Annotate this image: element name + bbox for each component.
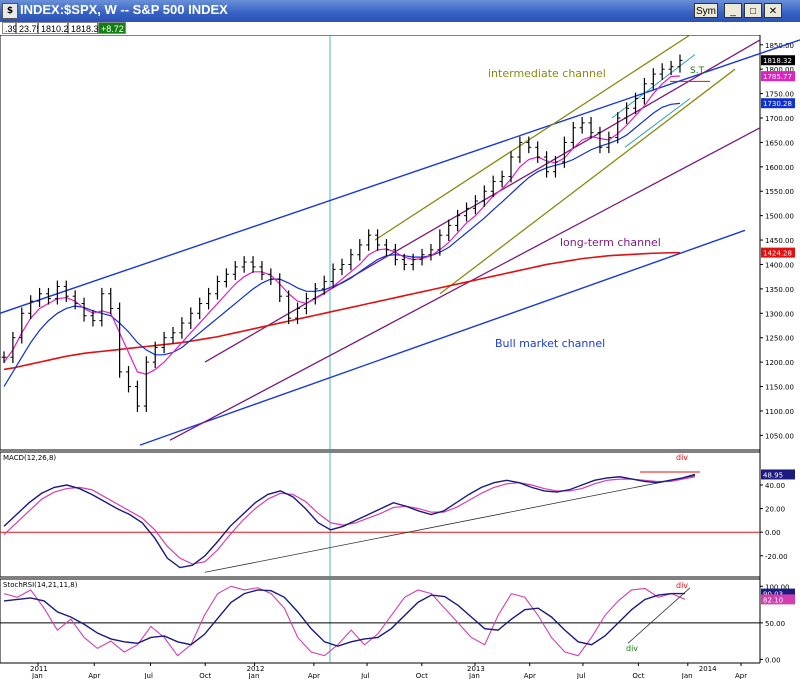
value-tag <box>761 588 795 599</box>
y-tick-label: -20.00 <box>765 553 788 561</box>
x-year-label: 2013 <box>467 665 485 673</box>
y-tick-label: 1350.00 <box>765 286 794 294</box>
stochrsi-divergence-label: div <box>676 581 688 590</box>
value-tag <box>761 55 795 66</box>
x-year-label: 2012 <box>247 665 265 673</box>
symbol-button[interactable]: Sym <box>694 3 718 18</box>
ma-mid-line <box>3 102 681 387</box>
value-tag-label: 1730.28 <box>763 100 792 108</box>
intermediate-channel-upper-line <box>374 35 691 241</box>
y-tick-label: 100.00 <box>765 583 790 591</box>
window-title: INDEX:$SPX, W -- S&P 500 INDEX <box>20 2 228 17</box>
bull-channel-upper-line <box>0 39 800 314</box>
chart-svg: 1050.00 1100.00 1150.00 1200.00 1250.00 1300.… <box>0 35 800 679</box>
stochrsi-smoothed-line <box>3 589 686 647</box>
value-tag-label: 48.95 <box>763 471 783 479</box>
y-tick-label: 1450.00 <box>765 237 794 245</box>
stochrsi-bullish-divergence-label: div <box>626 644 638 653</box>
x-month-label: Oct <box>199 672 211 679</box>
y-tick-label: 1400.00 <box>765 261 794 269</box>
y-tick-label: 1300.00 <box>765 310 794 318</box>
x-month-label: Jan <box>31 672 43 679</box>
y-tick-label: 0.00 <box>765 529 781 537</box>
quote-change: +8.72 <box>98 22 126 34</box>
maximize-button[interactable]: □ <box>744 3 762 18</box>
panel-frame <box>0 451 761 578</box>
value-tag <box>761 469 795 480</box>
x-month-label: Jan <box>248 672 260 679</box>
y-tick-label: 1250.00 <box>765 335 794 343</box>
macd-line <box>3 473 696 569</box>
stochrsi-title: StochRSI(14,21,11,8) <box>3 581 78 589</box>
macd-title: MACD(12,26,8) <box>3 454 56 462</box>
value-tag-label: 1785.77 <box>763 73 792 81</box>
x-month-label: Jul <box>576 672 586 679</box>
chart-icon: $ <box>2 3 18 19</box>
ma-short-line <box>3 75 681 375</box>
value-tag <box>761 71 795 82</box>
annotation-short-term: S.T. <box>690 66 706 76</box>
stochrsi-line <box>3 585 686 657</box>
x-month-label: Oct <box>416 672 428 679</box>
y-tick-label: 1100.00 <box>765 408 794 416</box>
y-tick-label: 1850.00 <box>765 42 794 50</box>
y-tick-label: 40.00 <box>765 482 785 490</box>
x-month-label: Jan <box>681 672 693 679</box>
y-tick-label: 1800.00 <box>765 66 794 74</box>
y-tick-label: 1200.00 <box>765 359 794 367</box>
quote-open: .39 <box>2 22 18 34</box>
minimize-button[interactable]: _ <box>724 3 742 18</box>
x-month-label: Apr <box>735 672 747 679</box>
value-tag-label: 1424.28 <box>763 250 792 258</box>
long-term-channel-lower-line <box>169 127 761 441</box>
annotation-long-term-channel: long-term channel <box>560 236 661 249</box>
y-tick-label: 1550.00 <box>765 188 794 196</box>
y-tick-label: 1500.00 <box>765 213 794 221</box>
value-tag <box>761 594 795 605</box>
y-tick-label: 1150.00 <box>765 384 794 392</box>
intermediate-channel-lower-line <box>439 68 736 295</box>
x-year-label: 2011 <box>30 665 48 673</box>
short-term-channel-lower-line <box>624 98 691 148</box>
y-tick-label: 1700.00 <box>765 115 794 123</box>
x-month-label: Jul <box>360 672 370 679</box>
x-month-label: Apr <box>88 672 100 679</box>
y-tick-label: 20.00 <box>765 506 785 514</box>
macd-trend-line <box>204 475 696 573</box>
panel-frame <box>0 578 761 664</box>
x-month-label: Apr <box>308 672 320 679</box>
stochrsi-trend-line <box>627 587 691 644</box>
x-month-label: Jan <box>468 672 480 679</box>
value-tag <box>761 247 795 258</box>
value-tag-label: 82.10 <box>763 596 783 604</box>
ma-long-line <box>3 251 681 371</box>
quote-bar: .39 23.75 1810.25 1818.32 +8.72 <box>0 22 800 35</box>
y-tick-label: 1600.00 <box>765 164 794 172</box>
y-tick-label: 50.00 <box>765 620 785 628</box>
annotation-intermediate-channel: intermediate channel <box>488 67 606 80</box>
value-tag <box>761 98 795 109</box>
y-tick-label: 1650.00 <box>765 139 794 147</box>
quote-close: 1818.32 <box>68 22 104 34</box>
bull-channel-lower-line <box>139 229 746 446</box>
macd-divergence-label: div <box>676 453 688 462</box>
annotation-bull-market-channel: Bull market channel <box>495 337 605 350</box>
x-year-label: 2014 <box>699 665 717 673</box>
axis-background <box>760 35 800 679</box>
x-month-label: Jul <box>143 672 153 679</box>
x-month-label: Oct <box>632 672 644 679</box>
y-tick-label: 1750.00 <box>765 91 794 99</box>
y-tick-label: 0.00 <box>765 656 781 664</box>
quote-high: 23.75 <box>16 22 42 34</box>
close-button[interactable]: ✕ <box>764 3 782 18</box>
x-month-label: Apr <box>524 672 536 679</box>
panel-frame <box>0 35 761 451</box>
y-tick-label: 1050.00 <box>765 432 794 440</box>
title-bar[interactable]: $ INDEX:$SPX, W -- S&P 500 INDEX Sym _ □… <box>0 0 800 22</box>
value-tag-label: 1818.32 <box>763 57 792 65</box>
quote-low: 1810.25 <box>38 22 74 34</box>
